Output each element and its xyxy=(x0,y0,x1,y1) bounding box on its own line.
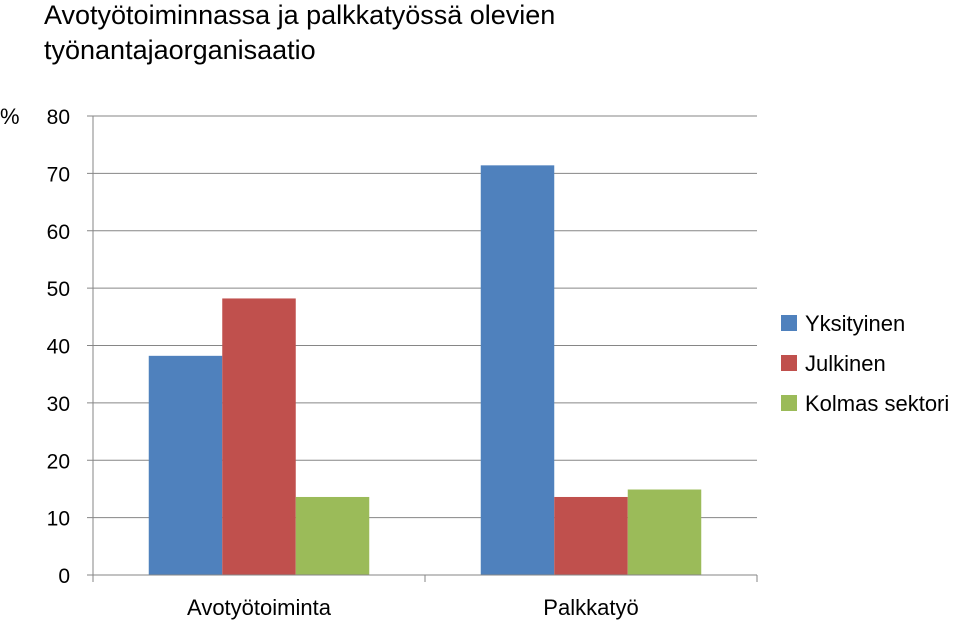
x-tick-label: Avotyötoiminta xyxy=(187,595,332,620)
y-tick-label: 0 xyxy=(58,565,70,588)
y-tick-labels: 0 10 20 30 40 50 60 70 80 xyxy=(47,106,70,588)
y-tick-label: 80 xyxy=(47,106,70,129)
legend-swatch xyxy=(781,395,797,411)
legend-swatch xyxy=(781,355,797,371)
chart-title-line: Avotyötoiminnassa ja palkkatyössä olevie… xyxy=(44,0,555,30)
legend-label: Julkinen xyxy=(805,351,886,376)
y-tick-label: 30 xyxy=(47,393,70,416)
y-axis-label: % xyxy=(0,104,20,129)
y-tick-label: 50 xyxy=(47,278,70,301)
y-tick-label: 70 xyxy=(47,163,70,186)
bar-julkinen-1 xyxy=(554,496,628,575)
bar-yksityinen-0 xyxy=(148,355,223,575)
bar-kolmas-sektori-1 xyxy=(627,489,702,575)
axes xyxy=(87,115,758,582)
legend: Yksityinen Julkinen Kolmas sektori xyxy=(781,311,949,416)
chart-title: Avotyötoiminnassa ja palkkatyössä olevie… xyxy=(44,0,555,65)
legend-label: Yksityinen xyxy=(805,311,905,336)
y-tick-label: 40 xyxy=(47,336,70,359)
y-tick-label: 60 xyxy=(47,221,70,244)
x-tick-labels: Avotyötoiminta Palkkatyö xyxy=(187,595,639,620)
y-tick-label: 10 xyxy=(47,508,70,531)
bar-yksityinen-1 xyxy=(480,165,555,575)
bar-kolmas-sektori-0 xyxy=(295,496,370,575)
legend-label: Kolmas sektori xyxy=(805,391,949,416)
legend-swatch xyxy=(781,315,797,331)
x-tick-label: Palkkatyö xyxy=(543,595,638,620)
y-tick-label: 20 xyxy=(47,450,70,473)
bar-julkinen-0 xyxy=(222,298,296,575)
chart-title-line: työnantajaorganisaatio xyxy=(44,35,316,65)
bars xyxy=(148,165,702,575)
